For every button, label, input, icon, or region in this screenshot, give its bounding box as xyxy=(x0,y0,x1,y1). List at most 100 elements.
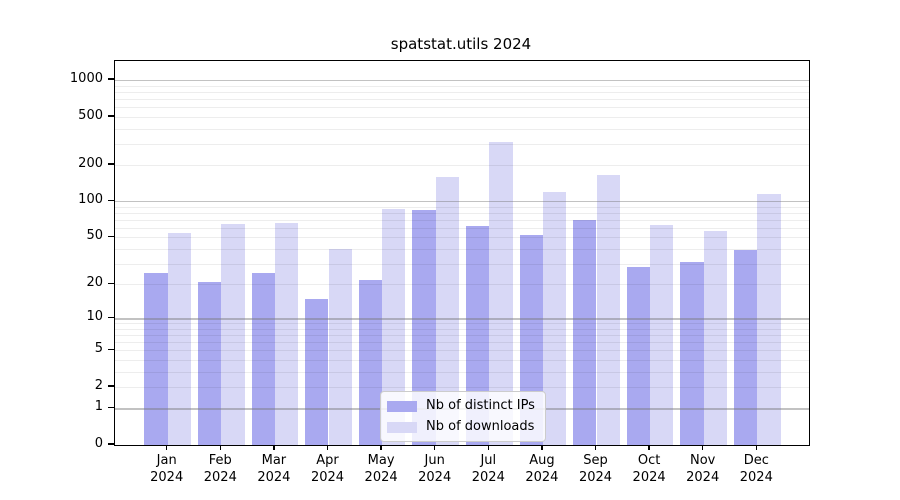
x-axis-tick xyxy=(701,445,704,451)
gridline-minor xyxy=(115,371,809,373)
legend: Nb of distinct IPs Nb of downloads xyxy=(380,391,546,442)
gridline-minor xyxy=(115,248,809,250)
bar-distinct-ips-mar xyxy=(251,273,275,445)
gridline-minor xyxy=(115,237,809,239)
x-axis-tick xyxy=(594,445,597,451)
x-axis-tick xyxy=(326,445,329,451)
y-axis-tick-label: 5 xyxy=(94,341,103,357)
y-axis-tick-label: 0 xyxy=(94,436,103,451)
y-axis-tick xyxy=(108,199,114,202)
x-axis-tick-label: Jun 2024 xyxy=(418,453,452,485)
legend-label-distinct-ips: Nb of distinct IPs xyxy=(426,398,535,413)
gridline-minor xyxy=(115,143,809,145)
gridline-major xyxy=(115,80,809,82)
bar-downloads-dec xyxy=(757,194,781,445)
gridline-minor xyxy=(115,128,809,130)
gridline-minor xyxy=(115,387,809,388)
y-axis-tick xyxy=(108,78,114,80)
y-axis-tick xyxy=(108,163,114,165)
x-axis-tick-label: Jul 2024 xyxy=(471,453,505,485)
bar-downloads-oct xyxy=(650,224,674,445)
legend-label-downloads: Nb of downloads xyxy=(426,419,535,434)
gridline-minor xyxy=(115,228,809,229)
x-axis-tick-label: Jan 2024 xyxy=(150,453,184,485)
x-axis-tick xyxy=(219,445,222,451)
y-axis-tick xyxy=(108,385,114,387)
x-axis-tick xyxy=(755,445,758,451)
x-axis-tick xyxy=(433,445,436,451)
gridline-minor xyxy=(115,323,809,325)
x-axis-tick-label: May 2024 xyxy=(364,453,398,485)
gridline-minor xyxy=(115,219,809,221)
x-axis-tick xyxy=(273,445,275,451)
y-axis-tick xyxy=(108,316,114,319)
x-axis-tick-label: Oct 2024 xyxy=(632,453,666,485)
x-axis-tick-label: Apr 2024 xyxy=(310,453,345,485)
legend-swatch-distinct-ips-icon xyxy=(387,400,417,412)
chart-title: spatstat.utils 2024 xyxy=(390,35,532,53)
gridline-minor xyxy=(115,99,809,100)
bar-downloads-apr xyxy=(328,248,352,445)
y-axis-tick-label: 1000 xyxy=(69,71,103,87)
x-axis-tick-label: Mar 2024 xyxy=(257,453,291,485)
y-axis-tick xyxy=(108,235,114,238)
gridline-minor xyxy=(115,263,809,265)
x-axis-tick-label: Nov 2024 xyxy=(686,453,720,485)
gridline-minor xyxy=(115,116,809,118)
bar-downloads-jul xyxy=(489,142,513,445)
x-axis-tick-label: Sep 2024 xyxy=(578,453,613,485)
y-axis-tick-label: 20 xyxy=(86,275,103,291)
gridline-minor xyxy=(115,342,809,344)
gridline-minor xyxy=(115,107,809,109)
x-axis-tick xyxy=(487,445,490,451)
bar-distinct-ips-nov xyxy=(680,262,704,445)
gridline-minor xyxy=(115,213,809,214)
bar-distinct-ips-may xyxy=(358,279,383,445)
gridline-minor xyxy=(115,206,809,208)
x-axis-tick xyxy=(541,445,543,451)
x-axis-tick xyxy=(648,445,650,451)
bar-downloads-jun xyxy=(435,177,459,445)
x-axis-tick xyxy=(165,445,168,451)
x-axis-tick-label: Dec 2024 xyxy=(739,453,773,485)
legend-item-downloads: Nb of downloads xyxy=(387,418,535,436)
gridline-minor xyxy=(115,165,809,166)
y-axis-tick-label: 1 xyxy=(94,399,103,415)
bar-distinct-ips-jan xyxy=(144,273,168,445)
y-axis-tick-label: 500 xyxy=(78,107,103,123)
y-axis-tick-label: 100 xyxy=(78,192,103,208)
x-axis-tick xyxy=(380,445,382,451)
gridline-minor xyxy=(115,92,809,93)
bar-distinct-ips-oct xyxy=(626,267,651,445)
gridline-minor xyxy=(115,335,809,337)
legend-item-distinct-ips: Nb of distinct IPs xyxy=(387,397,535,415)
y-axis-tick-label: 50 xyxy=(86,228,103,244)
bar-downloads-feb xyxy=(221,223,245,445)
y-axis-tick-label: 10 xyxy=(86,309,103,325)
bar-distinct-ips-jun xyxy=(412,210,436,445)
bar-downloads-sep xyxy=(596,175,620,445)
gridline-minor xyxy=(115,360,809,361)
gridline-minor xyxy=(115,329,809,330)
y-axis-tick xyxy=(108,406,114,409)
bar-downloads-may xyxy=(382,209,406,445)
y-axis-tick-label: 2 xyxy=(94,378,103,393)
gridline-minor xyxy=(115,284,809,286)
bar-distinct-ips-feb xyxy=(198,281,222,445)
bar-downloads-mar xyxy=(274,223,299,445)
bar-distinct-ips-jul xyxy=(466,226,490,445)
y-axis-tick xyxy=(108,348,114,351)
gridline-minor xyxy=(115,85,809,87)
y-axis-tick xyxy=(108,115,114,117)
gridline-major xyxy=(115,201,809,203)
gridline-minor xyxy=(115,350,809,352)
bar-distinct-ips-dec xyxy=(734,250,758,445)
x-axis-tick-label: Aug 2024 xyxy=(525,453,559,485)
bar-distinct-ips-sep xyxy=(573,219,597,445)
y-axis-tick-label: 200 xyxy=(78,156,103,171)
bar-downloads-jan xyxy=(167,232,191,445)
legend-swatch-downloads-icon xyxy=(387,421,417,433)
y-axis-tick xyxy=(108,282,114,285)
y-axis-tick xyxy=(108,443,114,445)
